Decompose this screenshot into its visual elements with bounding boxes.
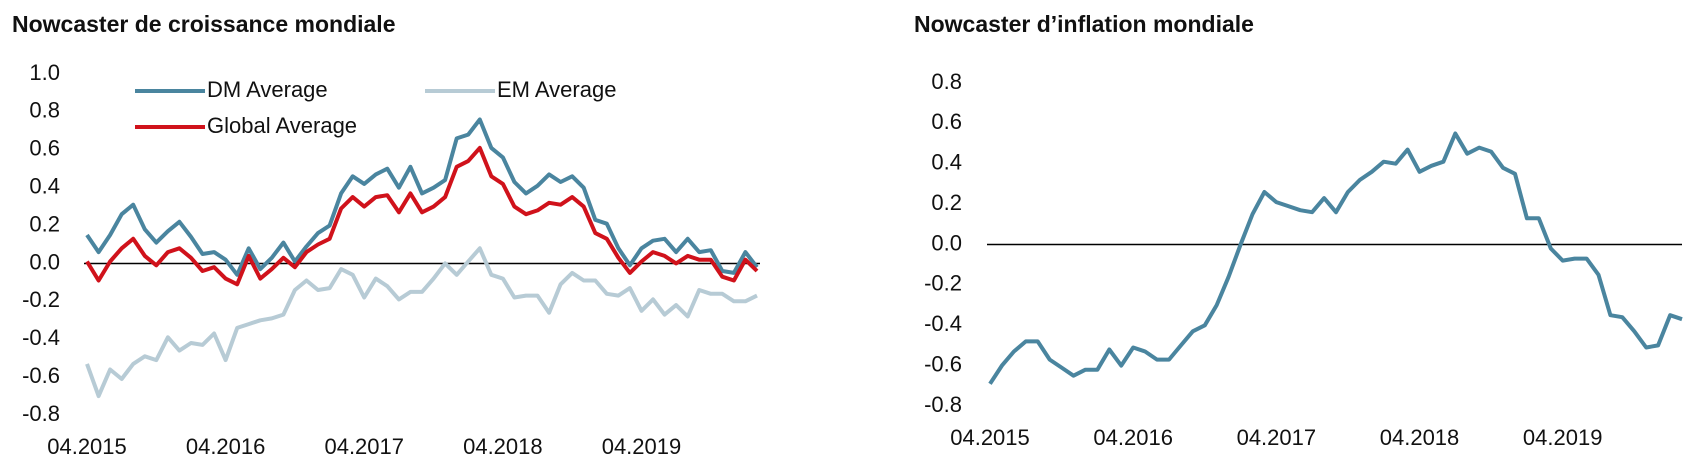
- x-tick-label: 04.2015: [950, 425, 1030, 450]
- x-tick-label: 04.2019: [602, 434, 682, 459]
- y-tick-label: -0.4: [924, 311, 962, 336]
- legend-label: EM Average: [497, 77, 616, 102]
- y-tick-label: 0.6: [931, 109, 962, 134]
- y-tick-label: 0.4: [29, 173, 60, 198]
- x-tick-label: 04.2017: [324, 434, 404, 459]
- y-tick-label: 0.6: [29, 136, 60, 161]
- y-tick-label: -0.6: [22, 363, 60, 388]
- x-tick-label: 04.2018: [1380, 425, 1460, 450]
- y-tick-label: 0.0: [931, 230, 962, 255]
- legend-label: DM Average: [207, 77, 328, 102]
- x-tick-label: 04.2016: [1093, 425, 1173, 450]
- x-tick-label: 04.2017: [1237, 425, 1317, 450]
- chart-title: Nowcaster de croissance mondiale: [12, 11, 396, 37]
- y-tick-label: -0.2: [924, 271, 962, 296]
- y-tick-label: 0.4: [931, 150, 962, 175]
- y-tick-label: -0.6: [924, 351, 962, 376]
- y-tick-label: 0.8: [931, 69, 962, 94]
- series-line: [85, 145, 759, 287]
- chart-title: Nowcaster d’inflation mondiale: [914, 11, 1254, 37]
- series-line: [85, 246, 758, 399]
- y-tick-label: 0.8: [29, 98, 60, 123]
- x-tick-label: 04.2019: [1523, 425, 1603, 450]
- y-tick-label: -0.4: [22, 325, 60, 350]
- series-line: [85, 117, 759, 277]
- x-tick-label: 04.2016: [186, 434, 266, 459]
- x-tick-label: 04.2018: [463, 434, 543, 459]
- legend-label: Global Average: [207, 113, 357, 138]
- y-tick-label: -0.8: [22, 401, 60, 426]
- y-tick-label: 1.0: [29, 60, 60, 85]
- y-tick-label: -0.2: [22, 287, 60, 312]
- y-tick-label: -0.8: [924, 392, 962, 417]
- x-tick-label: 04.2015: [47, 434, 127, 459]
- y-tick-label: 0.2: [29, 211, 60, 236]
- y-tick-label: 0.0: [29, 249, 60, 274]
- series-line: [988, 131, 1683, 385]
- y-tick-label: 0.2: [931, 190, 962, 215]
